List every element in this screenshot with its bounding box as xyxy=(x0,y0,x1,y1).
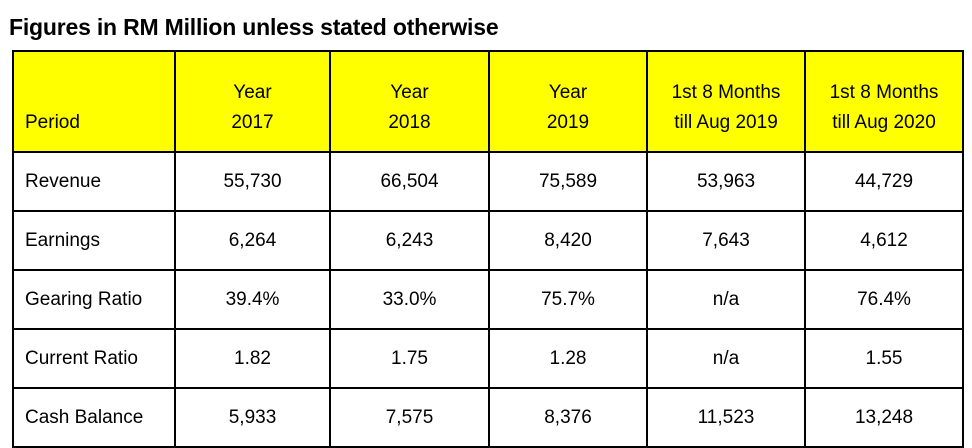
cell-value: 13,248 xyxy=(804,387,964,448)
table-row-revenue: Revenue 55,730 66,504 75,589 53,963 44,7… xyxy=(12,151,964,212)
cell-value: 44,729 xyxy=(804,151,964,212)
cell-value: 1.28 xyxy=(488,328,648,389)
cell-value: 53,963 xyxy=(646,151,806,212)
cell-value: 1.55 xyxy=(804,328,964,389)
header-year-2018: Year 2018 xyxy=(329,50,490,153)
header-line2: till Aug 2020 xyxy=(832,112,936,133)
cell-value: 33.0% xyxy=(329,269,490,330)
cell-value: 6,264 xyxy=(174,210,331,271)
table-title: Figures in RM Million unless stated othe… xyxy=(9,14,499,40)
header-row: Period Year 2017 Year 2018 Year 2019 1st… xyxy=(12,50,964,153)
financial-summary-table: Period Year 2017 Year 2018 Year 2019 1st… xyxy=(12,50,964,448)
cell-value: 11,523 xyxy=(646,387,806,448)
header-line1: 1st 8 Months xyxy=(829,82,939,103)
table-row-earnings: Earnings 6,264 6,243 8,420 7,643 4,612 xyxy=(12,210,964,271)
row-label: Cash Balance xyxy=(12,387,176,448)
cell-value: 5,933 xyxy=(174,387,331,448)
header-period: Period xyxy=(12,50,176,153)
header-line1: Year xyxy=(233,82,272,103)
row-label: Current Ratio xyxy=(12,328,176,389)
header-8m-2019: 1st 8 Months till Aug 2019 xyxy=(646,50,806,153)
header-line1: Year xyxy=(390,82,429,103)
row-label: Gearing Ratio xyxy=(12,269,176,330)
cell-value: 66,504 xyxy=(329,151,490,212)
cell-value: 55,730 xyxy=(174,151,331,212)
cell-value: 7,575 xyxy=(329,387,490,448)
row-label: Revenue xyxy=(12,151,176,212)
header-line1: 1st 8 Months xyxy=(671,82,781,103)
cell-value: 8,420 xyxy=(488,210,648,271)
header-line2: till Aug 2019 xyxy=(674,112,778,133)
table-row-current-ratio: Current Ratio 1.82 1.75 1.28 n/a 1.55 xyxy=(12,328,964,389)
header-line1: Year xyxy=(548,82,588,103)
cell-value: 6,243 xyxy=(329,210,490,271)
cell-value: 4,612 xyxy=(804,210,964,271)
header-line2: 2018 xyxy=(388,112,431,133)
cell-value: 8,376 xyxy=(488,387,648,448)
cell-value: n/a xyxy=(646,328,806,389)
cell-value: 75.7% xyxy=(488,269,648,330)
header-year-2017: Year 2017 xyxy=(174,50,331,153)
table-row-gearing-ratio: Gearing Ratio 39.4% 33.0% 75.7% n/a 76.4… xyxy=(12,269,964,330)
row-label: Earnings xyxy=(12,210,176,271)
cell-value: 1.82 xyxy=(174,328,331,389)
header-line2: 2017 xyxy=(231,112,274,133)
header-8m-2020: 1st 8 Months till Aug 2020 xyxy=(804,50,964,153)
header-year-2019: Year 2019 xyxy=(488,50,648,153)
header-line2: 2019 xyxy=(546,112,590,133)
cell-value: 7,643 xyxy=(646,210,806,271)
table-row-cash-balance: Cash Balance 5,933 7,575 8,376 11,523 13… xyxy=(12,387,964,448)
cell-value: 1.75 xyxy=(329,328,490,389)
cell-value: 39.4% xyxy=(174,269,331,330)
cell-value: 76.4% xyxy=(804,269,964,330)
cell-value: 75,589 xyxy=(488,151,648,212)
cell-value: n/a xyxy=(646,269,806,330)
